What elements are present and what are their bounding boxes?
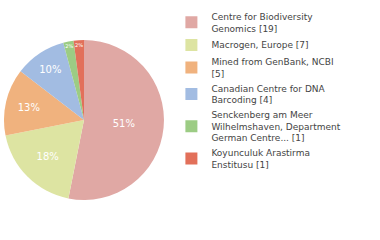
svg-text:Mined from GenBank, NCBI[5]: Mined from GenBank, NCBI[5]	[211, 57, 333, 79]
svg-text:13%: 13%	[18, 102, 40, 113]
svg-text:Canadian Centre for DNABarcodi: Canadian Centre for DNABarcoding [4]	[211, 84, 325, 106]
svg-text:51%: 51%	[113, 118, 135, 129]
svg-text:2%: 2%	[75, 42, 83, 48]
svg-text:Centre for BiodiversityGenomic: Centre for BiodiversityGenomics [19]	[211, 12, 313, 34]
svg-text:Koyunculuk ArastirmaEnstitusu: Koyunculuk ArastirmaEnstitusu [1]	[211, 148, 310, 170]
svg-text:Senckenberg am MeerWilhelmshav: Senckenberg am MeerWilhelmshaven, Depart…	[211, 110, 340, 143]
svg-text:10%: 10%	[39, 64, 61, 75]
svg-text:Macrogen, Europe [7]: Macrogen, Europe [7]	[211, 40, 308, 50]
svg-text:18%: 18%	[37, 151, 59, 162]
svg-text:2%: 2%	[65, 43, 73, 49]
